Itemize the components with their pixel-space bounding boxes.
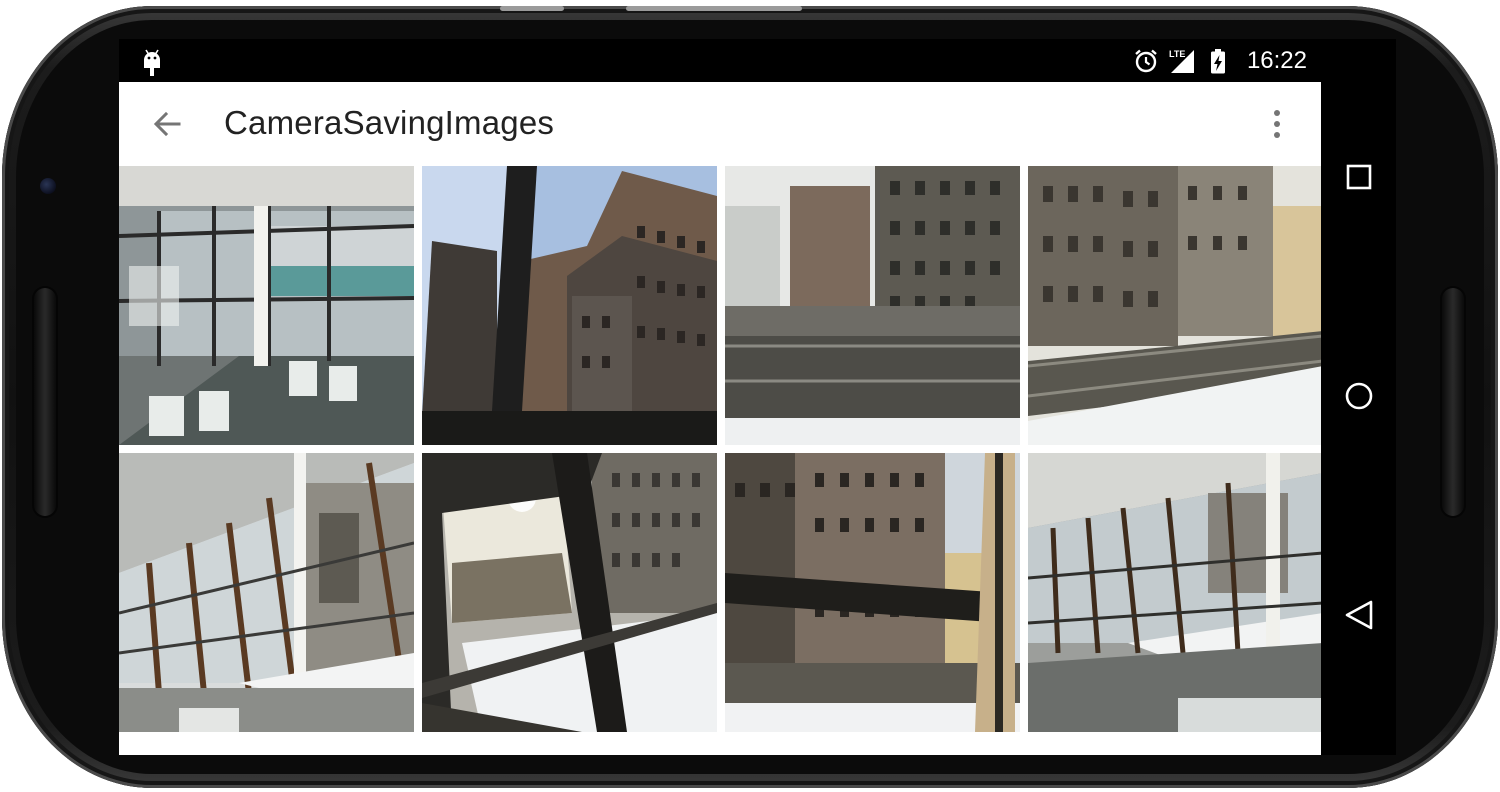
screen: LTE 16:22 CameraSavingImages — [119, 39, 1396, 755]
photo-thumbnail[interactable] — [1028, 166, 1323, 445]
more-vert-icon[interactable] — [1259, 106, 1295, 142]
photo-thumbnail[interactable] — [725, 453, 1020, 732]
right-speaker-grille — [1442, 288, 1464, 516]
photo-thumbnail[interactable] — [725, 166, 1020, 445]
app-content: CameraSavingImages — [119, 82, 1323, 755]
recents-icon[interactable] — [1339, 157, 1379, 197]
home-icon[interactable] — [1339, 376, 1379, 416]
photo-thumbnail[interactable] — [422, 453, 717, 732]
status-icons: LTE 16:22 — [1133, 39, 1307, 82]
photo-thumbnail[interactable] — [119, 453, 414, 732]
photo-thumbnail[interactable] — [1028, 453, 1323, 732]
left-speaker-grille — [34, 288, 56, 516]
alarm-icon — [1135, 49, 1157, 72]
svg-text:LTE: LTE — [1169, 49, 1185, 59]
power-button — [500, 6, 564, 11]
status-bar: LTE 16:22 — [119, 39, 1321, 82]
photo-grid — [119, 166, 1323, 748]
page-title: CameraSavingImages — [224, 104, 555, 141]
status-time: 16:22 — [1246, 46, 1307, 74]
system-nav-bar — [1321, 39, 1396, 755]
android-debug-icon — [144, 49, 160, 76]
arrow-left-icon[interactable] — [149, 106, 185, 142]
lte-signal-icon: LTE — [1169, 49, 1194, 73]
volume-button — [626, 6, 802, 11]
photo-thumbnail[interactable] — [422, 166, 717, 445]
battery-charging-icon — [1210, 48, 1225, 73]
app-toolbar: CameraSavingImages — [119, 82, 1321, 166]
front-camera — [40, 178, 56, 194]
back-triangle-icon[interactable] — [1339, 595, 1379, 635]
photo-thumbnail[interactable] — [119, 166, 414, 445]
